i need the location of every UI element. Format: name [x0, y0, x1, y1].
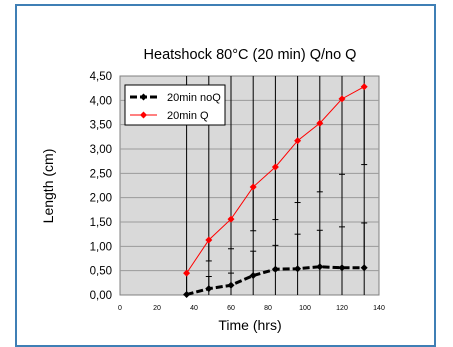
- y-axis-ticks: 0,00 0,50 1,00 1,50 2,00 2,50 3,00 3,50 4,00 4,50: [90, 71, 112, 302]
- y-tick-label: 4,00: [90, 95, 112, 107]
- data-point: [227, 215, 235, 223]
- chart-title: Heatshock 80°C (20 min) Q/no Q: [144, 47, 357, 63]
- legend-noq-label: 20min noQ: [167, 92, 221, 104]
- data-point: [183, 269, 191, 277]
- x-tick-label: 140: [373, 305, 385, 312]
- chart-frame: Heatshock 80°C (20 min) Q/no Q 0,00 0,50 1…: [15, 4, 436, 347]
- data-point: [294, 137, 302, 145]
- data-point: [227, 281, 235, 289]
- data-point: [249, 272, 257, 280]
- legend: 20min noQ 20min Q: [124, 84, 226, 126]
- y-tick-label: 1,00: [90, 241, 112, 253]
- y-tick-label: 2,50: [90, 168, 112, 180]
- y-tick-label: 4,50: [90, 71, 112, 83]
- data-point: [338, 264, 346, 272]
- y-tick-label: 1,50: [90, 217, 112, 229]
- y-tick-label: 2,00: [90, 193, 112, 205]
- data-point: [316, 119, 324, 127]
- x-tick-label: 20: [153, 305, 161, 312]
- legend-box: [124, 84, 226, 126]
- data-point: [183, 291, 191, 299]
- legend-q-label: 20min Q: [167, 110, 209, 122]
- x-tick-label: 40: [190, 305, 198, 312]
- y-tick-label: 0,50: [90, 266, 112, 278]
- y-tick-label: 3,00: [90, 144, 112, 156]
- x-tick-label: 120: [336, 305, 348, 312]
- data-point: [338, 95, 346, 103]
- data-point: [249, 183, 257, 191]
- y-tick-label: 0,00: [90, 290, 112, 302]
- data-point: [205, 285, 213, 293]
- data-point: [271, 265, 279, 273]
- chart: Heatshock 80°C (20 min) Q/no Q 0,00 0,50 1…: [40, 47, 385, 333]
- data-point: [271, 163, 279, 171]
- series-markers: [183, 83, 368, 299]
- x-tick-label: 100: [299, 305, 311, 312]
- x-tick-label: 0: [118, 305, 122, 312]
- x-tick-label: 60: [227, 305, 235, 312]
- legend-noq-marker: [140, 93, 147, 101]
- x-axis-ticks: 0 20 40 60 80 100 120 140: [118, 305, 385, 312]
- data-point: [294, 265, 302, 273]
- data-point: [316, 263, 324, 271]
- x-tick-label: 80: [264, 305, 272, 312]
- data-point: [360, 83, 368, 91]
- x-axis-label: Time (hrs): [218, 317, 281, 333]
- data-point: [205, 236, 213, 244]
- data-point: [360, 264, 368, 272]
- legend-q-marker: [140, 111, 147, 119]
- y-tick-label: 3,50: [90, 120, 112, 132]
- y-axis-label: Length (cm): [40, 149, 56, 224]
